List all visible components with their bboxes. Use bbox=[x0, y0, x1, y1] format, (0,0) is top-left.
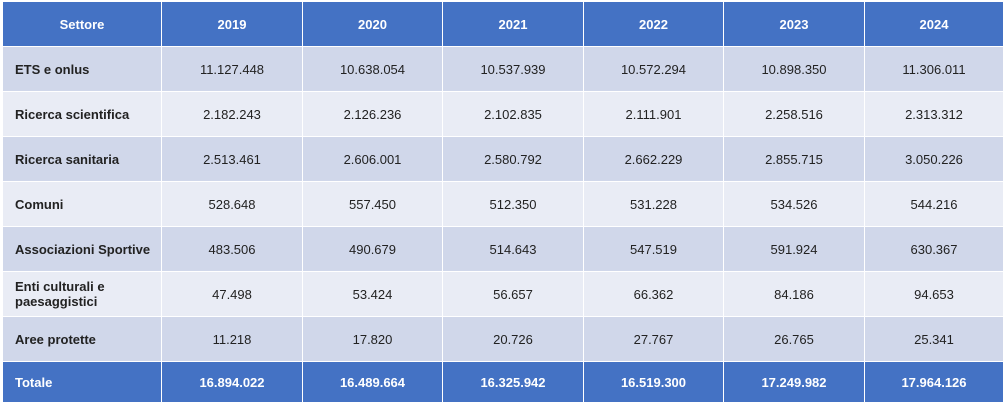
row-label: ETS e onlus bbox=[2, 46, 162, 92]
table-cell: 94.653 bbox=[864, 271, 1004, 317]
table-cell: 56.657 bbox=[442, 271, 584, 317]
header-year-2024: 2024 bbox=[864, 1, 1004, 47]
header-year-2020: 2020 bbox=[302, 1, 443, 47]
table-cell: 2.580.792 bbox=[442, 136, 584, 182]
table-cell: 53.424 bbox=[302, 271, 443, 317]
table-cell: 2.126.236 bbox=[302, 91, 443, 137]
header-year-2021: 2021 bbox=[442, 1, 584, 47]
table-cell: 26.765 bbox=[723, 316, 865, 362]
table-cell: 84.186 bbox=[723, 271, 865, 317]
table-cell: 490.679 bbox=[302, 226, 443, 272]
table-cell: 2.313.312 bbox=[864, 91, 1004, 137]
total-cell: 16.325.942 bbox=[442, 361, 584, 403]
table-cell: 547.519 bbox=[583, 226, 724, 272]
table-row: Aree protette 11.218 17.820 20.726 27.76… bbox=[2, 316, 1004, 362]
table-cell: 514.643 bbox=[442, 226, 584, 272]
table-cell: 2.102.835 bbox=[442, 91, 584, 137]
table-cell: 3.050.226 bbox=[864, 136, 1004, 182]
total-cell: 16.894.022 bbox=[161, 361, 303, 403]
table-cell: 10.898.350 bbox=[723, 46, 865, 92]
table-cell: 11.306.011 bbox=[864, 46, 1004, 92]
table-cell: 10.638.054 bbox=[302, 46, 443, 92]
total-cell: 16.489.664 bbox=[302, 361, 443, 403]
table-cell: 27.767 bbox=[583, 316, 724, 362]
table-row: ETS e onlus 11.127.448 10.638.054 10.537… bbox=[2, 46, 1004, 92]
row-label: Comuni bbox=[2, 181, 162, 227]
table-cell: 2.855.715 bbox=[723, 136, 865, 182]
table-cell: 531.228 bbox=[583, 181, 724, 227]
table-row: Associazioni Sportive 483.506 490.679 51… bbox=[2, 226, 1004, 272]
table-cell: 11.218 bbox=[161, 316, 303, 362]
table-cell: 2.662.229 bbox=[583, 136, 724, 182]
table-cell: 2.606.001 bbox=[302, 136, 443, 182]
total-cell: 17.249.982 bbox=[723, 361, 865, 403]
header-year-2022: 2022 bbox=[583, 1, 724, 47]
row-label: Ricerca scientifica bbox=[2, 91, 162, 137]
header-year-2023: 2023 bbox=[723, 1, 865, 47]
row-label: Enti culturali e paesaggistici bbox=[2, 271, 162, 317]
header-year-2019: 2019 bbox=[161, 1, 303, 47]
table-cell: 2.513.461 bbox=[161, 136, 303, 182]
table-cell: 20.726 bbox=[442, 316, 584, 362]
table-row: Enti culturali e paesaggistici 47.498 53… bbox=[2, 271, 1004, 317]
table-cell: 17.820 bbox=[302, 316, 443, 362]
table-cell: 25.341 bbox=[864, 316, 1004, 362]
table-row: Comuni 528.648 557.450 512.350 531.228 5… bbox=[2, 181, 1004, 227]
table-cell: 512.350 bbox=[442, 181, 584, 227]
total-cell: 16.519.300 bbox=[583, 361, 724, 403]
table-cell: 10.537.939 bbox=[442, 46, 584, 92]
table-cell: 544.216 bbox=[864, 181, 1004, 227]
table-cell: 528.648 bbox=[161, 181, 303, 227]
table-row: Ricerca sanitaria 2.513.461 2.606.001 2.… bbox=[2, 136, 1004, 182]
table-cell: 557.450 bbox=[302, 181, 443, 227]
table-cell: 2.111.901 bbox=[583, 91, 724, 137]
table-cell: 534.526 bbox=[723, 181, 865, 227]
row-label: Ricerca sanitaria bbox=[2, 136, 162, 182]
total-row: Totale 16.894.022 16.489.664 16.325.942 … bbox=[2, 361, 1004, 403]
table-cell: 10.572.294 bbox=[583, 46, 724, 92]
header-settore: Settore bbox=[2, 1, 162, 47]
total-cell: 17.964.126 bbox=[864, 361, 1004, 403]
row-label: Aree protette bbox=[2, 316, 162, 362]
table-cell: 630.367 bbox=[864, 226, 1004, 272]
row-label: Associazioni Sportive bbox=[2, 226, 162, 272]
table-cell: 591.924 bbox=[723, 226, 865, 272]
table-cell: 483.506 bbox=[161, 226, 303, 272]
table-row: Ricerca scientifica 2.182.243 2.126.236 … bbox=[2, 91, 1004, 137]
table-cell: 11.127.448 bbox=[161, 46, 303, 92]
total-label: Totale bbox=[2, 361, 162, 403]
table-cell: 2.182.243 bbox=[161, 91, 303, 137]
table-cell: 66.362 bbox=[583, 271, 724, 317]
table-header-row: Settore 2019 2020 2021 2022 2023 2024 bbox=[2, 1, 1004, 47]
table-cell: 2.258.516 bbox=[723, 91, 865, 137]
table-cell: 47.498 bbox=[161, 271, 303, 317]
